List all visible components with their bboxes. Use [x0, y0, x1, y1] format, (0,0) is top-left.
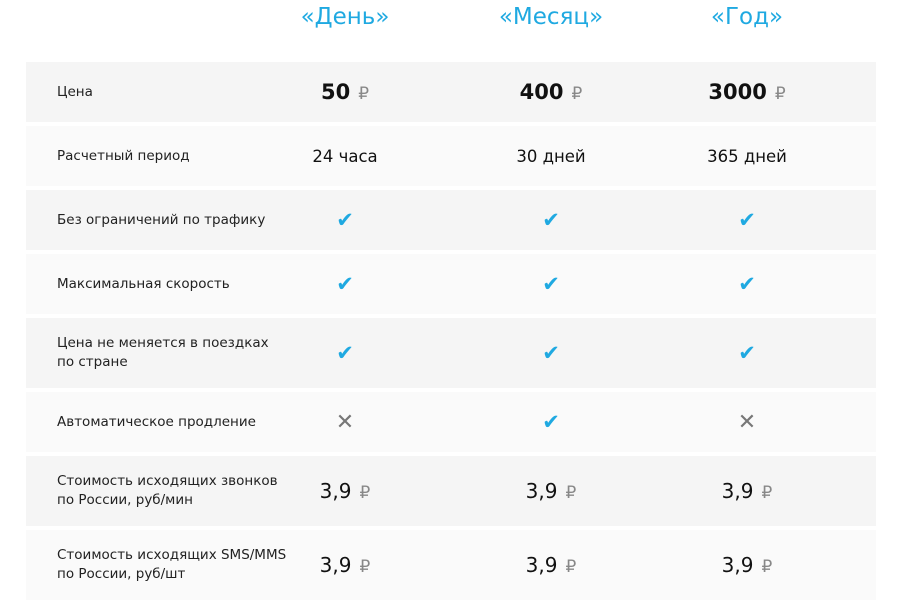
row-value: 3,9 ₽: [722, 479, 773, 503]
row-label: Без ограничений по трафику: [57, 211, 266, 228]
ruble-sign: ₽: [359, 483, 371, 503]
value-text: 30 дней: [516, 146, 586, 166]
value-text: 3,9: [319, 479, 352, 503]
row-label: Максимальная скорость: [57, 275, 230, 292]
table-row: Без ограничений по трафику ✔ ✔ ✔: [26, 190, 876, 250]
table-row: Стоимость исходящих SMS/MMS по России, р…: [26, 530, 876, 600]
ruble-sign: ₽: [571, 84, 583, 104]
table-row: Максимальная скорость ✔ ✔ ✔: [26, 254, 876, 314]
ruble-sign: ₽: [761, 483, 773, 503]
value-text: 3,9: [721, 553, 754, 577]
check-icon: ✔: [542, 272, 560, 296]
cross-icon: ✕: [737, 409, 757, 435]
check-icon: ✔: [542, 208, 560, 232]
row-label: Стоимость исходящих звонков по России, р…: [57, 473, 278, 508]
value-text: 3,9: [319, 553, 352, 577]
row-value: 24 часа: [312, 147, 377, 166]
plan-header-year: «Год»: [710, 4, 784, 30]
row-value: 400 ₽: [520, 80, 583, 104]
check-icon: ✔: [336, 208, 354, 232]
row-value: 3,9 ₽: [722, 553, 773, 577]
row-value: 365 дней: [707, 147, 787, 166]
table-row: Автоматическое продление ✕ ✔ ✕: [26, 392, 876, 452]
ruble-sign: ₽: [359, 557, 371, 577]
row-value: 3,9 ₽: [526, 479, 577, 503]
check-icon: ✔: [542, 341, 560, 365]
check-icon: ✔: [738, 208, 756, 232]
value-text: 3,9: [525, 479, 558, 503]
ruble-sign: ₽: [774, 84, 786, 104]
row-value: 3000 ₽: [708, 80, 785, 104]
value-text: 365 дней: [707, 146, 787, 166]
ruble-sign: ₽: [565, 483, 577, 503]
table-row: Стоимость исходящих звонков по России, р…: [26, 456, 876, 526]
row-value: 30 дней: [516, 147, 585, 166]
row-label: Расчетный период: [57, 147, 190, 164]
row-value: 3,9 ₽: [320, 479, 371, 503]
value-text: 3,9: [525, 553, 558, 577]
ruble-sign: ₽: [565, 557, 577, 577]
plan-header-day: «День»: [300, 4, 390, 30]
row-value: 3,9 ₽: [526, 553, 577, 577]
table-row: Цена 50 ₽400 ₽3000 ₽: [26, 62, 876, 122]
check-icon: ✔: [336, 272, 354, 296]
value-text: 50: [320, 80, 351, 104]
value-text: 3000: [708, 80, 767, 104]
row-label: Стоимость исходящих SMS/MMS по России, р…: [57, 547, 287, 582]
plan-header-month: «Месяц»: [498, 4, 604, 30]
table-row: Цена не меняется в поездках по стране ✔ ✔ ✔: [26, 318, 876, 388]
check-icon: ✔: [542, 410, 560, 434]
check-icon: ✔: [738, 272, 756, 296]
row-label: Автоматическое продление: [57, 413, 256, 430]
value-text: 3,9: [721, 479, 754, 503]
check-icon: ✔: [738, 341, 756, 365]
ruble-sign: ₽: [358, 84, 370, 104]
cross-icon: ✕: [335, 409, 355, 435]
value-text: 400: [519, 80, 564, 104]
table-row: Расчетный период 24 часа 30 дней 365 дней: [26, 126, 876, 186]
ruble-sign: ₽: [761, 557, 773, 577]
value-text: 24 часа: [312, 146, 378, 166]
row-label: Цена не меняется в поездках по стране: [57, 335, 269, 370]
row-value: 50 ₽: [321, 80, 369, 104]
row-value: 3,9 ₽: [320, 553, 371, 577]
row-label: Цена: [57, 83, 93, 100]
check-icon: ✔: [336, 341, 354, 365]
